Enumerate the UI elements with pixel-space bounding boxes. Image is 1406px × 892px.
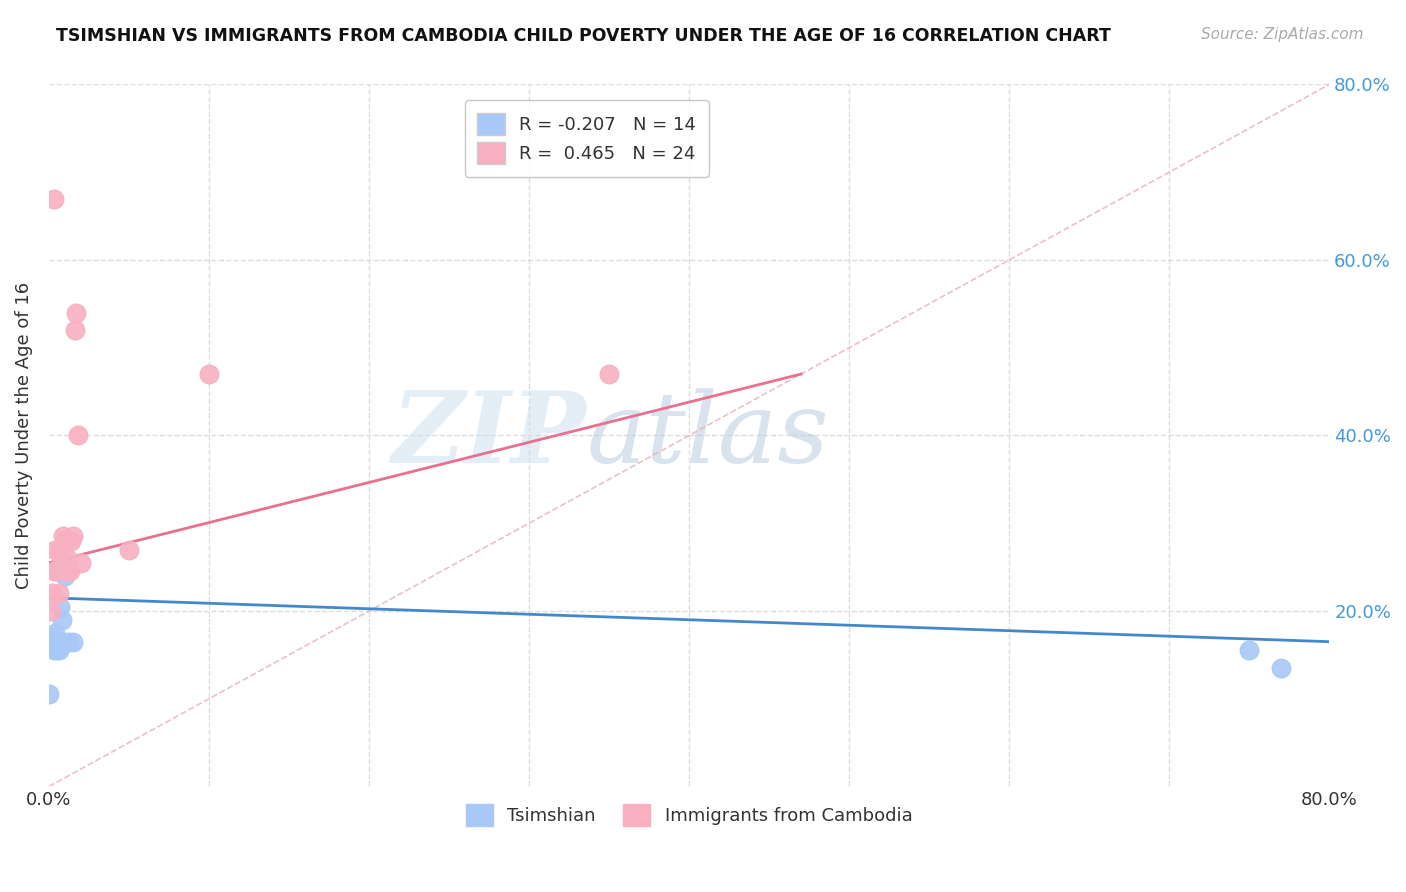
Point (55, 551, 77, 566)
Point (53, 533, 76, 548)
Point (42, 643, 65, 657)
Point (1270, 661, 1292, 675)
Point (1239, 643, 1261, 657)
Text: TSIMSHIAN VS IMMIGRANTS FROM CAMBODIA CHILD POVERTY UNDER THE AGE OF 16 CORRELAT: TSIMSHIAN VS IMMIGRANTS FROM CAMBODIA CH… (56, 27, 1111, 45)
Point (118, 542, 141, 557)
Point (42, 565, 65, 579)
Point (62, 529, 84, 543)
Point (41, 586, 63, 600)
Point (51, 560, 73, 574)
Point (49, 542, 72, 557)
Point (39, 604, 62, 618)
Point (598, 367, 620, 381)
Legend: Tsimshian, Immigrants from Cambodia: Tsimshian, Immigrants from Cambodia (458, 797, 920, 834)
Point (65, 305, 87, 319)
Point (42, 192, 65, 206)
Point (60, 533, 83, 548)
Y-axis label: Child Poverty Under the Age of 16: Child Poverty Under the Age of 16 (15, 282, 32, 589)
Point (62, 634, 84, 648)
Point (46, 565, 69, 579)
Point (48, 586, 70, 600)
Point (41, 630, 63, 644)
Point (198, 367, 221, 381)
Point (49, 599, 72, 614)
Text: ZIP: ZIP (392, 387, 586, 483)
Point (56, 565, 79, 579)
Text: Source: ZipAtlas.com: Source: ZipAtlas.com (1201, 27, 1364, 42)
Point (70, 556, 93, 570)
Point (38, 687, 60, 701)
Point (51, 556, 73, 570)
Point (48, 643, 70, 657)
Point (63, 323, 86, 337)
Point (53, 569, 76, 583)
Text: atlas: atlas (586, 388, 830, 483)
Point (52, 556, 75, 570)
Point (52, 529, 75, 543)
Point (66, 428, 89, 442)
Point (46, 643, 69, 657)
Point (56, 634, 79, 648)
Point (59, 565, 82, 579)
Point (44, 542, 66, 557)
Point (44, 626, 66, 640)
Point (51, 613, 73, 627)
